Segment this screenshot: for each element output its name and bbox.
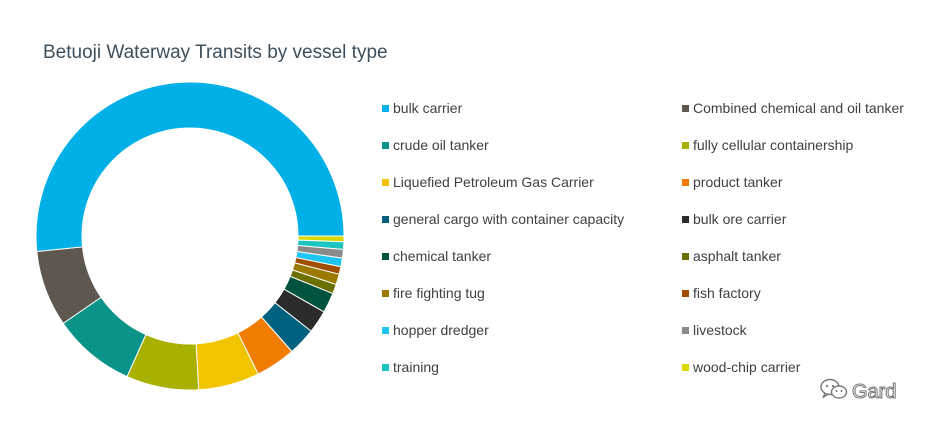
legend-label: fish factory — [693, 285, 761, 301]
legend-swatch — [382, 178, 389, 186]
legend-item: hopper dredger — [382, 320, 489, 340]
chart-title: Betuoji Waterway Transits by vessel type — [43, 42, 388, 63]
legend-label: asphalt tanker — [693, 248, 781, 264]
legend-item: product tanker — [682, 172, 783, 192]
legend-item: fish factory — [682, 283, 761, 303]
legend-label: fire fighting tug — [393, 285, 485, 301]
legend-label: Combined chemical and oil tanker — [693, 100, 904, 116]
watermark: Gard — [820, 378, 897, 406]
legend-swatch — [682, 178, 689, 186]
legend-item: asphalt tanker — [682, 246, 781, 266]
legend-label: general cargo with container capacity — [393, 211, 625, 227]
legend-label: bulk ore carrier — [693, 211, 787, 227]
legend-swatch — [682, 363, 689, 371]
legend-item: livestock — [682, 320, 747, 340]
pie-slice — [35, 81, 345, 253]
legend-item: training — [382, 357, 439, 377]
legend-label: crude oil tanker — [393, 137, 489, 153]
legend-label: chemical tanker — [393, 248, 492, 264]
legend-label: training — [393, 359, 439, 375]
legend-item: wood-chip carrier — [682, 357, 800, 377]
legend-swatch — [682, 104, 689, 112]
legend-swatch — [382, 363, 389, 371]
legend-label: Liquefied Petroleum Gas Carrier — [393, 174, 594, 190]
legend-swatch — [382, 252, 389, 260]
wechat-icon — [820, 378, 848, 406]
legend-swatch — [682, 289, 689, 297]
legend-label: bulk carrier — [393, 100, 463, 116]
legend-label: product tanker — [693, 174, 783, 190]
legend-label: fully cellular containership — [693, 137, 854, 153]
legend-item: fully cellular containership — [682, 135, 853, 155]
legend-swatch — [382, 326, 389, 334]
legend-label: livestock — [693, 322, 747, 338]
legend-item: bulk ore carrier — [682, 209, 786, 229]
legend-swatch — [382, 289, 389, 297]
legend-swatch — [382, 215, 389, 223]
legend-item: general cargo with container capacity — [382, 209, 624, 229]
legend-item: bulk carrier — [382, 98, 462, 118]
legend-item: Liquefied Petroleum Gas Carrier — [382, 172, 594, 192]
legend-item: chemical tanker — [382, 246, 491, 266]
watermark-text: Gard — [851, 380, 897, 403]
legend-label: hopper dredger — [393, 322, 489, 338]
legend-swatch — [382, 141, 389, 149]
legend-swatch — [382, 104, 389, 112]
legend-item: crude oil tanker — [382, 135, 489, 155]
legend-label: wood-chip carrier — [693, 359, 801, 375]
legend-item: fire fighting tug — [382, 283, 485, 303]
legend-swatch — [682, 215, 689, 223]
legend-item: Combined chemical and oil tanker — [682, 98, 904, 118]
legend-swatch — [682, 141, 689, 149]
legend-swatch — [682, 326, 689, 334]
legend-swatch — [682, 252, 689, 260]
